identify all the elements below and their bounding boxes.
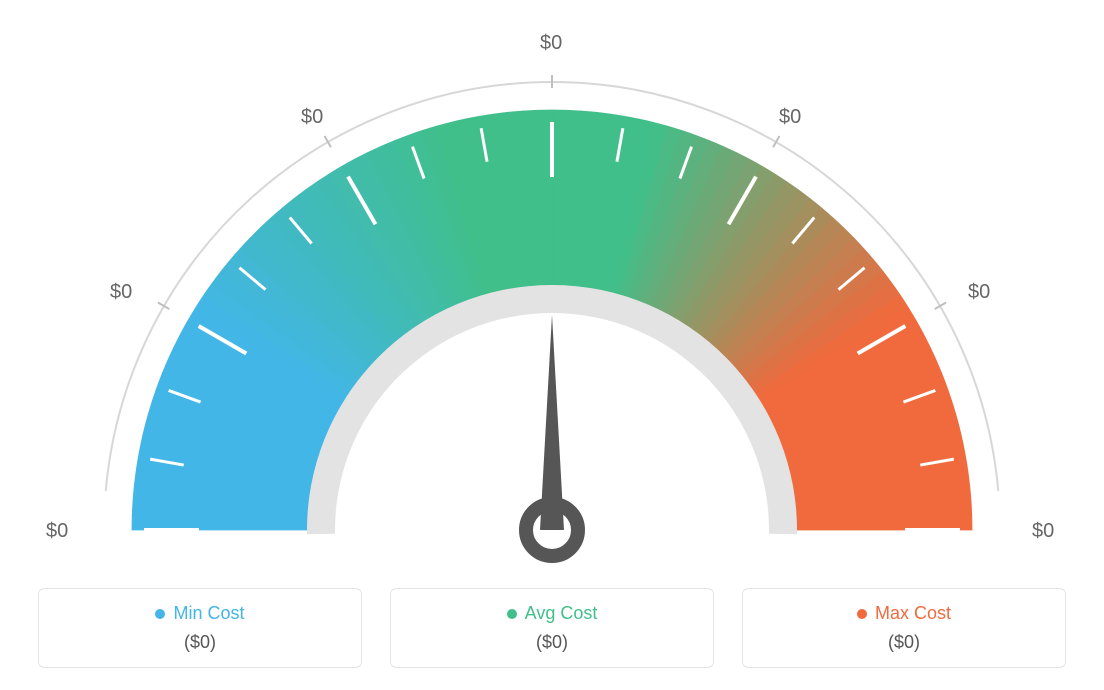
gauge-tick-label: $0 <box>1032 520 1054 543</box>
legend-value-avg: ($0) <box>391 632 713 653</box>
legend-title-min: Min Cost <box>155 603 244 624</box>
legend-value-max: ($0) <box>743 632 1065 653</box>
gauge-tick-label: $0 <box>46 520 68 543</box>
gauge-tick-label: $0 <box>540 32 562 55</box>
gauge-tick-label: $0 <box>779 106 801 129</box>
legend-row: Min Cost ($0) Avg Cost ($0) Max Cost ($0… <box>38 588 1066 668</box>
legend-value-min: ($0) <box>39 632 361 653</box>
legend-card-min: Min Cost ($0) <box>38 588 362 668</box>
gauge-tick-label: $0 <box>301 106 323 129</box>
gauge-svg <box>27 20 1077 590</box>
legend-label-min: Min Cost <box>173 603 244 624</box>
gauge-tick-label: $0 <box>110 281 132 304</box>
legend-dot-max <box>857 609 867 619</box>
legend-title-avg: Avg Cost <box>507 603 598 624</box>
legend-dot-min <box>155 609 165 619</box>
legend-label-avg: Avg Cost <box>525 603 598 624</box>
legend-dot-avg <box>507 609 517 619</box>
gauge-area: $0 $0 $0 $0 $0 $0 $0 <box>27 20 1077 590</box>
legend-card-avg: Avg Cost ($0) <box>390 588 714 668</box>
cost-gauge-infographic: $0 $0 $0 $0 $0 $0 $0 Min Cost ($0) Avg Cost ($… <box>0 0 1104 690</box>
legend-title-max: Max Cost <box>857 603 951 624</box>
legend-card-max: Max Cost ($0) <box>742 588 1066 668</box>
legend-label-max: Max Cost <box>875 603 951 624</box>
gauge-tick-label: $0 <box>968 281 990 304</box>
